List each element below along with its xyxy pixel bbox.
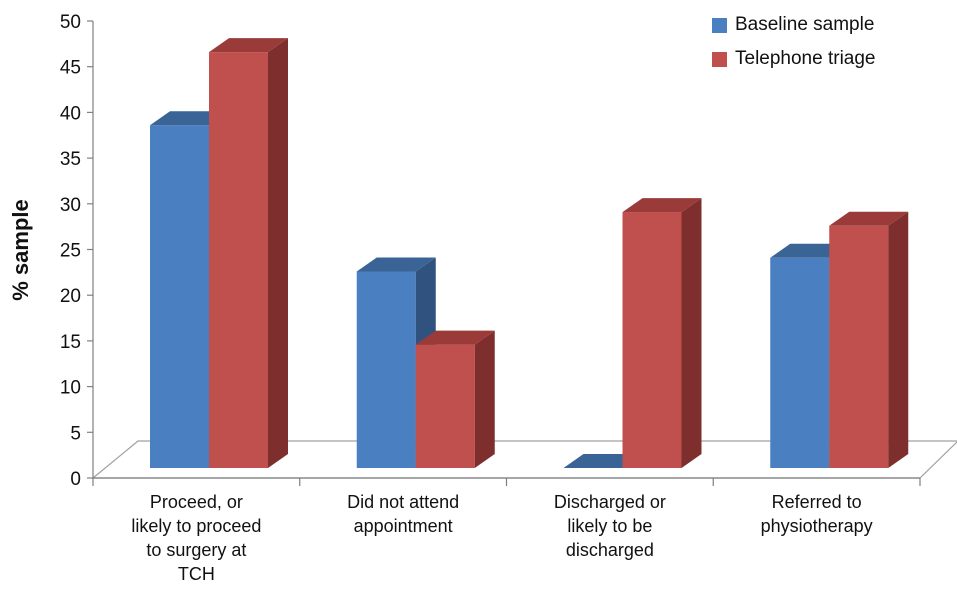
y-tick-label: 20 — [60, 286, 81, 307]
chart-axes: 0 5 10 15 20 25 30 35 40 45 50 Proceed, or likely to… — [60, 12, 957, 584]
bar-front — [622, 212, 682, 468]
bar-top — [829, 211, 909, 226]
bar-front — [829, 225, 889, 468]
y-tick-label: 0 — [70, 469, 81, 490]
y-tick-label: 35 — [60, 149, 81, 170]
y-tick-label: 45 — [60, 58, 81, 79]
bar-side — [474, 330, 495, 468]
bar-front — [150, 125, 209, 468]
y-tick-label: 5 — [70, 423, 81, 444]
x-category-label: Referred to physiotherapy — [761, 492, 873, 536]
legend-swatch-telephone — [712, 51, 727, 67]
y-tick-label: 25 — [60, 241, 81, 262]
y-tick-label: 40 — [60, 103, 81, 124]
bar-side — [268, 38, 288, 468]
legend-item-baseline: Baseline sample — [712, 8, 876, 42]
bar-front — [415, 344, 475, 468]
y-tick-label: 10 — [60, 378, 81, 399]
bar — [829, 211, 909, 469]
bar-front — [770, 257, 830, 468]
bar-top — [356, 257, 436, 272]
bar-top — [622, 198, 702, 213]
legend-label-baseline: Baseline sample — [735, 14, 875, 35]
y-axis-label: % sample — [8, 199, 33, 301]
bar-side — [888, 211, 909, 469]
bar-front — [356, 271, 416, 468]
legend-label-telephone: Telephone triage — [735, 48, 876, 69]
y-tick-label: 50 — [60, 12, 81, 33]
bar — [209, 38, 288, 468]
x-category-label: Did not attend appointment — [347, 492, 459, 536]
legend-item-telephone: Telephone triage — [712, 42, 876, 76]
y-tick-label: 30 — [60, 195, 81, 216]
bar — [622, 198, 702, 468]
legend: Baseline sample Telephone triage — [712, 8, 876, 76]
bar-side — [681, 198, 702, 468]
bar-front — [209, 52, 268, 468]
legend-swatch-baseline — [712, 17, 727, 33]
x-category-label: Discharged or likely to be discharged — [554, 492, 666, 560]
bar — [415, 330, 495, 468]
y-tick-label: 15 — [60, 332, 81, 353]
x-category-label: Proceed, or likely to proceed to surgery a… — [131, 492, 261, 584]
bar-top — [209, 38, 288, 53]
chart-bars — [150, 38, 909, 469]
bar-top — [415, 330, 495, 345]
